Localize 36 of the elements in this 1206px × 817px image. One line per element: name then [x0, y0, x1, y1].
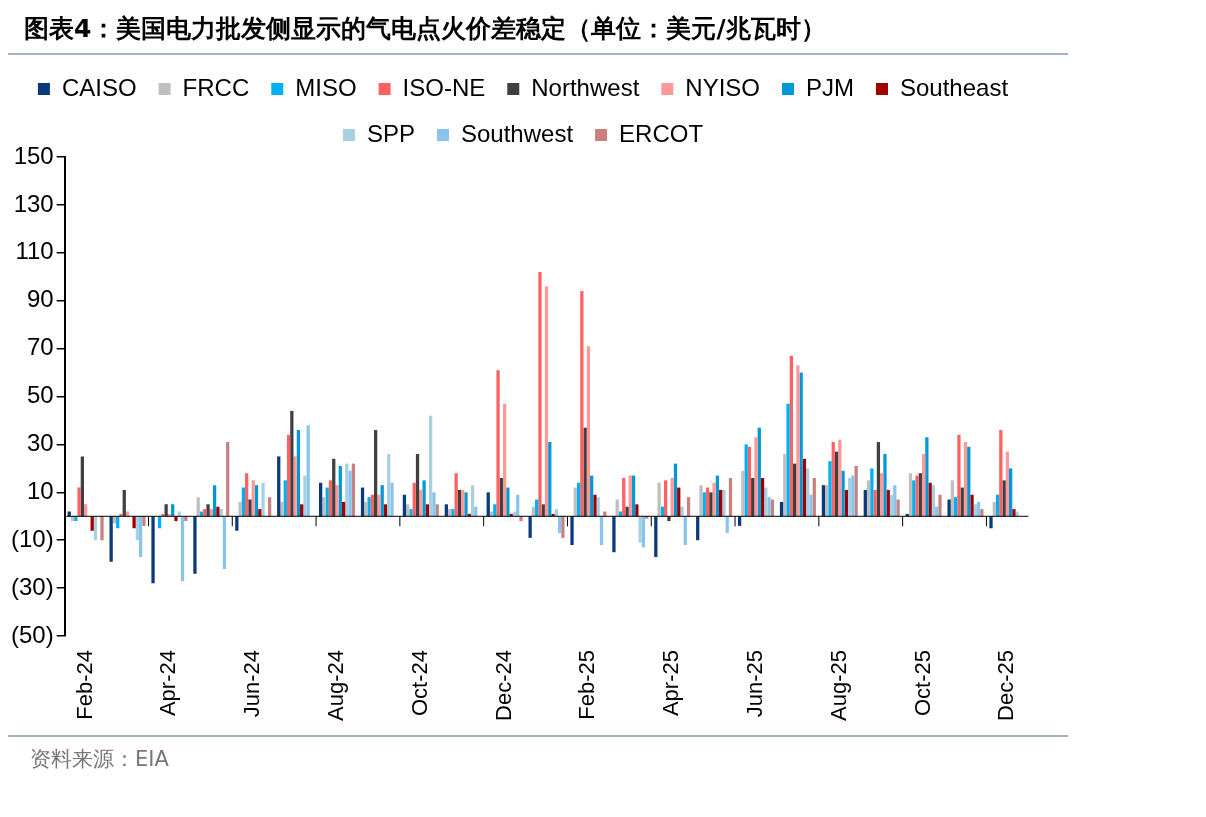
x-tick-label: Apr-25	[658, 650, 684, 717]
x-tick-label: Dec-25	[993, 650, 1019, 721]
y-tick-label: (50)	[10, 620, 54, 648]
y-tick-label: (10)	[10, 524, 54, 552]
y-tick-label: 150	[13, 141, 54, 169]
x-tick-label: Jun-24	[239, 650, 265, 718]
x-tick-label: Apr-24	[155, 650, 181, 717]
x-tick-label: Feb-24	[71, 650, 97, 720]
legend-label: CAISO	[61, 73, 137, 101]
legend-label: PJM	[805, 73, 854, 101]
x-tick-label: Jun-25	[742, 650, 768, 718]
y-tick-label: 130	[13, 189, 54, 217]
y-tick-label: 50	[26, 381, 54, 409]
y-tick-label: 110	[15, 237, 54, 265]
legend-label: Northwest	[531, 73, 640, 101]
legend-label: NYISO	[685, 73, 760, 101]
y-tick-label: 70	[26, 333, 54, 361]
y-tick-label: 90	[26, 285, 54, 313]
x-tick-label: Aug-25	[825, 650, 851, 722]
legend-label: FRCC	[182, 73, 250, 101]
legend-label: ISO-NE	[402, 73, 486, 101]
legend-label: Southeast	[899, 73, 1009, 101]
legend-label: MISO	[295, 73, 357, 101]
y-tick-label: 10	[26, 476, 54, 504]
legend-label: SPP	[366, 119, 415, 147]
y-tick-label: 30	[26, 429, 54, 457]
chart-title: 图表4：美国电力批发侧显示的气电点火价差稳定（单位：美元/兆瓦时）	[8, 8, 1068, 55]
x-tick-label: Feb-25	[574, 650, 600, 720]
legend-label: Southwest	[460, 119, 574, 147]
y-tick-label: (30)	[10, 572, 54, 600]
legend-label: ERCOT	[619, 119, 704, 147]
x-tick-label: Oct-24	[406, 650, 432, 717]
x-tick-label: Aug-24	[323, 650, 349, 722]
x-tick-label: Dec-24	[490, 650, 516, 721]
text: 资料来源：EIA	[8, 735, 1068, 773]
x-tick-label: Oct-25	[909, 650, 935, 717]
